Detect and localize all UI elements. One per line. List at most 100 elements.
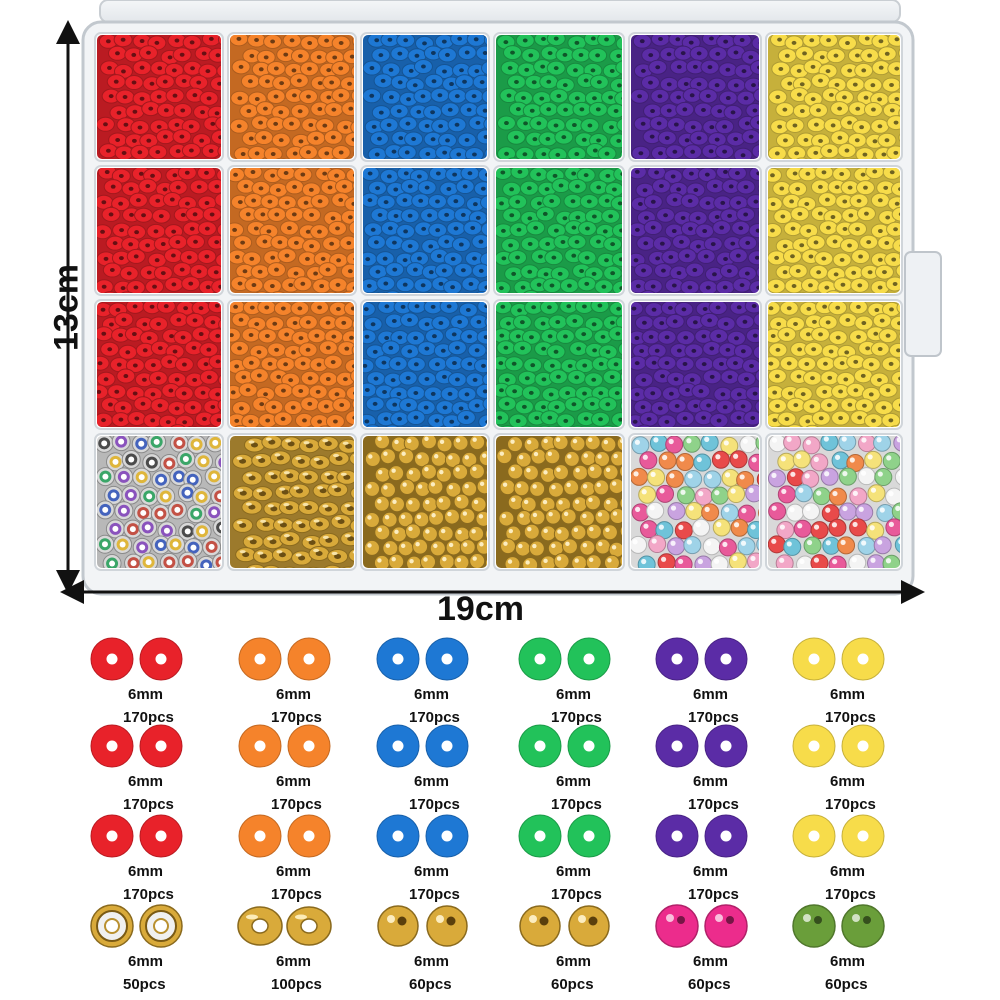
legend-size: 6mm (556, 773, 592, 790)
legend-swatch (377, 905, 468, 947)
legend-count: 170pcs (409, 709, 460, 726)
legend-size: 6mm (830, 686, 866, 703)
legend-swatch (238, 814, 331, 858)
height-label: 13cm (47, 264, 86, 351)
legend-swatch (655, 637, 748, 681)
bead-box (81, 0, 942, 596)
legend-swatch (518, 814, 611, 858)
legend-swatch (237, 906, 332, 946)
compartment-clay-blue (360, 32, 490, 162)
bead-legend (90, 637, 885, 948)
compartment-clay-orange (227, 165, 357, 296)
legend-size: 6mm (276, 686, 312, 703)
legend-swatch (90, 904, 183, 948)
legend-swatch (655, 724, 748, 768)
compartment-clay-blue (360, 165, 490, 296)
legend-count: 170pcs (409, 796, 460, 813)
legend-swatch (238, 724, 331, 768)
compartment-clay-green (493, 299, 625, 430)
legend-count: 50pcs (123, 976, 166, 993)
compartment-clay-purple (628, 299, 762, 430)
legend-swatch (792, 814, 885, 858)
compartment-clay-purple (628, 32, 762, 162)
compartment-clay-yellow (765, 165, 903, 296)
legend-count: 170pcs (551, 886, 602, 903)
compartment-clay-orange (227, 32, 357, 162)
legend-size: 6mm (276, 863, 312, 880)
legend-swatch (376, 814, 469, 858)
legend-size: 6mm (693, 953, 729, 970)
legend-count: 170pcs (409, 886, 460, 903)
compartment-clay-yellow (765, 32, 903, 162)
legend-count: 170pcs (271, 709, 322, 726)
legend-size: 6mm (693, 863, 729, 880)
legend-swatch (519, 905, 610, 947)
legend-swatch (518, 637, 611, 681)
legend-size: 6mm (556, 686, 592, 703)
legend-count: 170pcs (123, 886, 174, 903)
compartment-clay-yellow (765, 299, 903, 430)
legend-size: 6mm (414, 863, 450, 880)
legend-count: 170pcs (271, 796, 322, 813)
compartment-mixed-pearl (765, 433, 903, 571)
legend-swatch (792, 724, 885, 768)
compartment-clay-green (493, 32, 625, 162)
legend-size: 6mm (693, 773, 729, 790)
legend-size: 6mm (693, 686, 729, 703)
box-lid-edge (99, 0, 901, 23)
legend-size: 6mm (556, 863, 592, 880)
legend-count: 170pcs (551, 796, 602, 813)
legend-swatch (792, 637, 885, 681)
legend-count: 100pcs (271, 976, 322, 993)
compartment-mixed-pearl (628, 433, 762, 571)
legend-count: 170pcs (825, 796, 876, 813)
legend-swatch (655, 814, 748, 858)
legend-size: 6mm (414, 686, 450, 703)
legend-count: 170pcs (688, 796, 739, 813)
legend-swatch (792, 904, 885, 948)
compartment-clay-red (94, 165, 224, 296)
legend-count: 170pcs (688, 886, 739, 903)
legend-swatch (238, 637, 331, 681)
compartment-gold-round (493, 433, 625, 571)
legend-count: 60pcs (688, 976, 731, 993)
legend-size: 6mm (414, 953, 450, 970)
compartment-gold-round (360, 433, 490, 571)
legend-size: 6mm (128, 953, 164, 970)
legend-size: 6mm (276, 953, 312, 970)
legend-size: 6mm (276, 773, 312, 790)
legend-size: 6mm (830, 863, 866, 880)
legend-size: 6mm (128, 686, 164, 703)
legend-count: 170pcs (123, 796, 174, 813)
legend-size: 6mm (414, 773, 450, 790)
compartment-clay-purple (628, 165, 762, 296)
compartment-clay-blue (360, 299, 490, 430)
legend-swatch (90, 637, 183, 681)
legend-size: 6mm (830, 773, 866, 790)
compartment-rhinestone-spacer (94, 433, 224, 571)
legend-size: 6mm (128, 863, 164, 880)
compartment-clay-orange (227, 299, 357, 430)
legend-swatch (655, 904, 748, 948)
legend-count: 60pcs (825, 976, 868, 993)
legend-swatch (90, 724, 183, 768)
compartment-grid (94, 32, 903, 571)
compartment-clay-red (94, 299, 224, 430)
legend-size: 6mm (556, 953, 592, 970)
legend-count: 60pcs (551, 976, 594, 993)
compartment-clay-red (94, 32, 224, 162)
legend-count: 170pcs (271, 886, 322, 903)
compartment-clay-green (493, 165, 625, 296)
legend-count: 170pcs (551, 709, 602, 726)
legend-swatch (518, 724, 611, 768)
legend-size: 6mm (128, 773, 164, 790)
legend-count: 170pcs (688, 709, 739, 726)
legend-swatch (376, 637, 469, 681)
legend-swatch (90, 814, 183, 858)
legend-size: 6mm (830, 953, 866, 970)
width-label: 19cm (437, 590, 524, 628)
legend-count: 170pcs (123, 709, 174, 726)
compartment-gold-flat-spacer (227, 433, 357, 571)
legend-swatch (376, 724, 469, 768)
